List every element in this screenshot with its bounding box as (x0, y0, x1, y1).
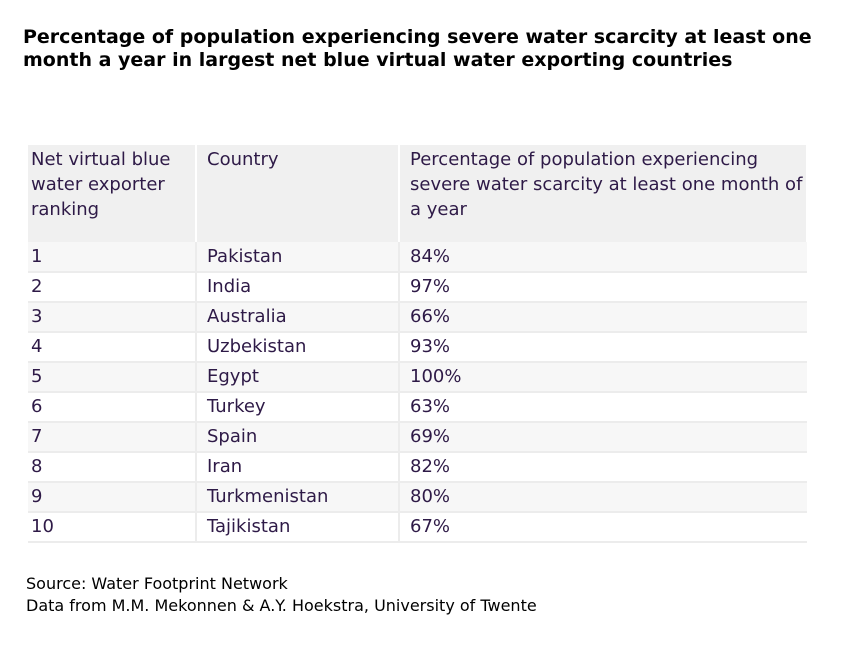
table-row: 5 Egypt 100% (28, 362, 807, 393)
table-row: 7 Spain 69% (28, 422, 807, 453)
percent-cell: 67% (399, 512, 807, 543)
table-body: 1 Pakistan 84% 2 India 97% 3 Australia 6… (28, 242, 807, 543)
data-credit-line: Data from M.M. Mekonnen & A.Y. Hoekstra,… (26, 596, 537, 615)
percent-cell: 84% (399, 242, 807, 273)
table-row: 8 Iran 82% (28, 452, 807, 483)
table-row: 1 Pakistan 84% (28, 242, 807, 273)
source-line: Source: Water Footprint Network (26, 574, 288, 593)
table-row: 9 Turkmenistan 80% (28, 482, 807, 513)
percent-cell: 97% (399, 272, 807, 303)
country-cell: Turkmenistan (196, 482, 400, 513)
water-scarcity-table-container: Net virtual blue water exporter ranking … (28, 145, 808, 543)
table-row: 4 Uzbekistan 93% (28, 332, 807, 363)
country-cell: Australia (196, 302, 400, 333)
country-cell: Iran (196, 452, 400, 483)
water-scarcity-table: Net virtual blue water exporter ranking … (28, 145, 808, 543)
rank-cell: 9 (28, 482, 197, 513)
page-title: Percentage of population experiencing se… (23, 26, 812, 71)
rank-cell: 7 (28, 422, 197, 453)
percent-cell: 93% (399, 332, 807, 363)
table-row: 10 Tajikistan 67% (28, 512, 807, 543)
country-cell: Egypt (196, 362, 400, 393)
rank-cell: 8 (28, 452, 197, 483)
country-cell: Uzbekistan (196, 332, 400, 363)
rank-cell: 3 (28, 302, 197, 333)
country-cell: Tajikistan (196, 512, 400, 543)
country-cell: Spain (196, 422, 400, 453)
percent-cell: 80% (399, 482, 807, 513)
percent-cell: 100% (399, 362, 807, 393)
table-row: 2 India 97% (28, 272, 807, 303)
table-header-row: Net virtual blue water exporter ranking … (28, 145, 808, 242)
column-header-percentage: Percentage of population experiencing se… (399, 145, 808, 242)
rank-cell: 10 (28, 512, 197, 543)
table-row: 6 Turkey 63% (28, 392, 807, 423)
table-row: 3 Australia 66% (28, 302, 807, 333)
column-header-country: Country (196, 145, 400, 242)
country-cell: India (196, 272, 400, 303)
percent-cell: 69% (399, 422, 807, 453)
percent-cell: 82% (399, 452, 807, 483)
percent-cell: 63% (399, 392, 807, 423)
rank-cell: 1 (28, 242, 197, 273)
source-note: Source: Water Footprint Network Data fro… (26, 573, 537, 617)
percent-cell: 66% (399, 302, 807, 333)
rank-cell: 6 (28, 392, 197, 423)
column-header-ranking: Net virtual blue water exporter ranking (28, 145, 197, 242)
country-cell: Pakistan (196, 242, 400, 273)
rank-cell: 5 (28, 362, 197, 393)
country-cell: Turkey (196, 392, 400, 423)
table-header: Net virtual blue water exporter ranking … (28, 145, 808, 242)
rank-cell: 4 (28, 332, 197, 363)
rank-cell: 2 (28, 272, 197, 303)
